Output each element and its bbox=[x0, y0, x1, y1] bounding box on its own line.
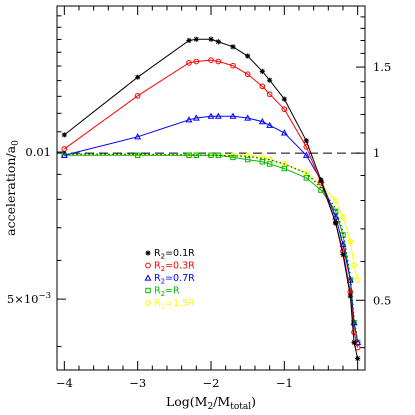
series-line-3 bbox=[64, 154, 359, 343]
y-left-tick-exponent: −3 bbox=[38, 291, 51, 301]
series-2-point bbox=[346, 276, 354, 283]
series-3-point bbox=[193, 152, 200, 158]
series-4-point bbox=[354, 276, 361, 283]
x-tick-label: −1 bbox=[276, 376, 293, 390]
series-3-point bbox=[259, 159, 266, 165]
series-0-point bbox=[281, 96, 287, 102]
series-1-point bbox=[186, 60, 192, 66]
series-4-point bbox=[339, 213, 347, 220]
series-0-point bbox=[347, 293, 353, 299]
series-0-point bbox=[303, 138, 309, 144]
series-3-point bbox=[281, 165, 288, 172]
series-3-point bbox=[303, 175, 310, 181]
series-2-point bbox=[207, 112, 215, 119]
series-0-point bbox=[230, 44, 236, 50]
series-1-point bbox=[281, 106, 288, 113]
legend-label-1: R2=0.3R bbox=[154, 261, 195, 274]
series-line-2 bbox=[64, 115, 359, 343]
series-0-point bbox=[355, 355, 361, 362]
x-tick-label: −3 bbox=[129, 376, 146, 390]
y-right-tick-label: 1.5 bbox=[373, 60, 391, 74]
series-1-point bbox=[230, 62, 236, 69]
y-right-tick-label: 1 bbox=[373, 146, 380, 160]
legend-marker-2 bbox=[144, 274, 152, 281]
legend-label-2: R2=0.7R bbox=[154, 273, 195, 286]
series-3-point bbox=[230, 154, 236, 161]
legend-marker-3 bbox=[145, 287, 151, 294]
y-left-tick-label: 5×10−3 bbox=[7, 291, 51, 306]
series-0-point bbox=[193, 36, 199, 42]
series-3-point bbox=[134, 152, 141, 158]
series-2-point bbox=[229, 112, 237, 119]
series-0-point bbox=[61, 132, 67, 138]
x-tick-label: −4 bbox=[56, 376, 73, 390]
series-4-point bbox=[350, 261, 358, 268]
series-0-point bbox=[245, 53, 251, 59]
series-1-point bbox=[215, 58, 222, 65]
series-4-point bbox=[347, 238, 354, 244]
series-2-point bbox=[244, 114, 252, 121]
series-2-point bbox=[302, 151, 310, 158]
series-2-point bbox=[185, 116, 193, 123]
series-1-point bbox=[208, 57, 214, 63]
series-1-point bbox=[259, 83, 266, 90]
series-1-point bbox=[266, 91, 273, 98]
series-0-point bbox=[135, 74, 141, 80]
series-1-point bbox=[134, 92, 141, 99]
series-2-point bbox=[280, 129, 288, 136]
y-left-tick-label: 0.01 bbox=[25, 145, 51, 159]
series-0-point bbox=[318, 177, 324, 183]
series-3-point bbox=[186, 152, 192, 158]
y-axis-title: acceleration/a0 bbox=[3, 140, 21, 236]
series-0-point bbox=[351, 339, 357, 345]
series-1-point bbox=[61, 146, 68, 152]
series-2-point bbox=[134, 133, 142, 140]
series-0-point bbox=[208, 36, 214, 42]
series-line-0 bbox=[64, 38, 359, 359]
legend-label-3: R2=R bbox=[154, 286, 180, 299]
series-0-point bbox=[259, 68, 265, 74]
series-line-4 bbox=[64, 154, 359, 281]
series-3-point bbox=[244, 156, 251, 163]
series-0-point bbox=[340, 252, 346, 258]
series-line-1 bbox=[64, 59, 359, 348]
legend-marker-0 bbox=[145, 250, 151, 256]
dotted-curve bbox=[64, 153, 359, 343]
series-0-point bbox=[186, 37, 192, 44]
series-2-point bbox=[60, 151, 68, 158]
legend-label-0: R2=0.1R bbox=[154, 248, 195, 261]
x-axis-title: Log(M2/Mtotal) bbox=[166, 394, 256, 412]
legend-marker-4 bbox=[144, 299, 152, 306]
y-right-tick-label: 0.5 bbox=[373, 293, 391, 307]
series-2-point bbox=[192, 114, 200, 121]
series-2-point bbox=[214, 112, 222, 119]
series-2-point bbox=[332, 213, 340, 220]
series-0-point bbox=[333, 220, 339, 226]
x-tick-label: −2 bbox=[203, 376, 220, 390]
series-4-point bbox=[332, 197, 339, 204]
series-1-point bbox=[193, 58, 200, 65]
legend-marker-1 bbox=[145, 262, 151, 269]
series-3-point bbox=[266, 161, 273, 167]
series-1-point bbox=[244, 71, 251, 78]
series-0-point bbox=[267, 77, 273, 83]
series-2-point bbox=[266, 121, 274, 128]
series-2-point bbox=[258, 117, 266, 125]
legend-label-4: R2=1.5R bbox=[154, 298, 195, 311]
series-0-point bbox=[215, 39, 221, 45]
